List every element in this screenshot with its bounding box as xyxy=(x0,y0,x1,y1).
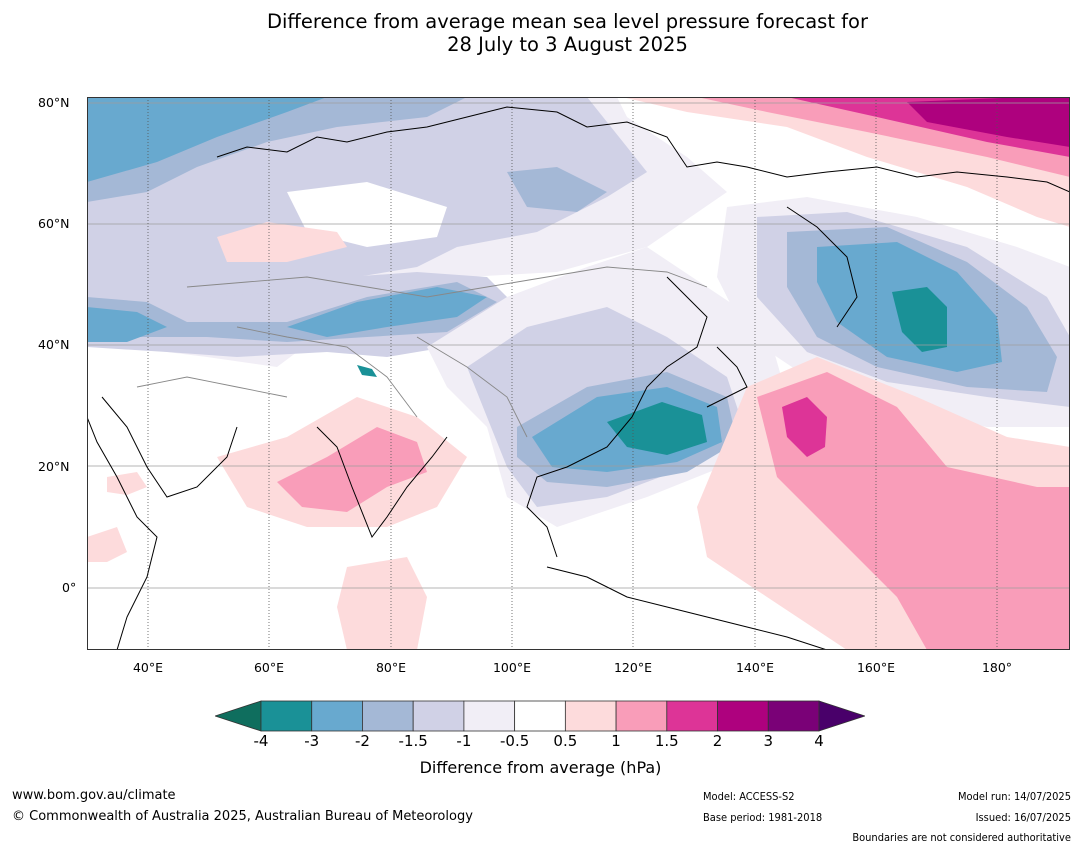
lon-label-120e: 120°E xyxy=(613,660,652,675)
lon-label-100e: 100°E xyxy=(492,660,531,675)
colorbar-extend-low xyxy=(213,700,262,732)
coast-japan xyxy=(706,346,748,408)
anomaly-pos-india-pink xyxy=(277,427,427,512)
footer-issued: Issued: 16/07/2025 xyxy=(975,811,1071,824)
colorbar-tick-label: 3 xyxy=(763,732,774,750)
anomaly-neg-west xyxy=(87,307,167,342)
colorbar-segment xyxy=(463,700,516,732)
anomaly-pos-arctic-core xyxy=(907,97,1070,147)
colorbar-segment xyxy=(666,700,718,732)
footer-base-period: Base period: 1981-2018 xyxy=(703,811,823,824)
colorbar-segment xyxy=(564,700,617,732)
lat-label-0: 0° xyxy=(62,580,77,595)
graticule xyxy=(87,102,1070,589)
coast-arctic xyxy=(216,106,1070,193)
anomaly-pos-africa-spot xyxy=(87,527,127,562)
anomaly-neg-arctic-core xyxy=(87,97,327,182)
pressure-anomaly-map xyxy=(87,97,1070,650)
colorbar-segment xyxy=(260,700,313,732)
lat-label-20n: 20°N xyxy=(38,459,70,474)
coast-kamchatka xyxy=(786,206,858,328)
colorbar-extend-high xyxy=(818,700,867,732)
map-canvas xyxy=(87,97,1070,650)
lat-label-40n: 40°N xyxy=(38,337,70,352)
colorbar-tick-label: 2 xyxy=(712,732,723,750)
colorbar-tick-label: -4 xyxy=(253,732,269,750)
colorbar-tick-label: -0.5 xyxy=(499,732,530,750)
title-line-2: 28 July to 3 August 2025 xyxy=(447,33,688,56)
colorbar-segment xyxy=(717,700,769,732)
country-borders xyxy=(136,266,708,438)
colorbar-tick-label: -3 xyxy=(304,732,320,750)
colorbar-segment xyxy=(311,700,363,732)
anomaly-neg-south-china-core xyxy=(607,402,707,455)
anomaly-neg-nw-pacific-center xyxy=(892,287,947,352)
title-line-1: Difference from average mean sea level p… xyxy=(267,10,868,33)
coastlines xyxy=(87,106,1070,650)
coast-east-asia xyxy=(526,276,708,558)
colorbar-tick-label: -1.5 xyxy=(398,732,428,750)
colorbar-tick-label: -1 xyxy=(456,732,472,750)
anomaly-neg-central-core2 xyxy=(287,287,487,337)
colorbar xyxy=(213,700,867,732)
colorbar-segment xyxy=(767,700,820,732)
footer-disclaimer: Boundaries are not considered authoritat… xyxy=(852,831,1071,844)
anomaly-pos-ocean-south xyxy=(337,557,427,650)
coast-africa xyxy=(87,416,158,650)
coast-india xyxy=(316,426,448,539)
anomaly-neg-siberia-patch xyxy=(507,167,607,212)
colorbar-segment xyxy=(615,700,668,732)
map-frame xyxy=(87,97,1070,650)
anomaly-pos-wpac-magenta xyxy=(782,397,827,457)
colorbar-tick-label: -2 xyxy=(354,732,370,750)
meridians xyxy=(147,97,998,650)
coast-maritime xyxy=(546,566,828,650)
footer-url[interactable]: www.bom.gov.au/climate xyxy=(12,788,176,803)
lon-label-160e: 160°E xyxy=(856,660,895,675)
coast-arabia xyxy=(101,396,238,498)
footer-copyright: © Commonwealth of Australia 2025, Austra… xyxy=(12,809,473,824)
colorbar-tick-label: 1 xyxy=(611,732,621,750)
colorbar-tick-label: 0.5 xyxy=(553,732,578,750)
lat-label-60n: 60°N xyxy=(38,216,70,231)
map-title: Difference from average mean sea level p… xyxy=(0,10,1081,56)
anomaly-pos-wpac-pink xyxy=(757,372,1070,650)
footer-model-run: Model run: 14/07/2025 xyxy=(958,790,1071,803)
lon-label-140e: 140°E xyxy=(735,660,774,675)
anomaly-neg-tibet-spot xyxy=(357,365,377,377)
colorbar-tick-label: 4 xyxy=(814,732,824,750)
colorbar-graphic xyxy=(213,700,867,732)
lat-label-80n: 80°N xyxy=(38,95,70,110)
colorbar-tick-label: 1.5 xyxy=(654,732,679,750)
colorbar-segment xyxy=(362,700,414,732)
footer-model: Model: ACCESS-S2 xyxy=(703,790,795,803)
lon-label-80e: 80°E xyxy=(375,660,407,675)
colorbar-segment xyxy=(514,700,566,732)
colorbar-title: Difference from average (hPa) xyxy=(419,758,662,777)
colorbar-segment xyxy=(412,700,465,732)
anomaly-pos-siberia xyxy=(217,222,347,262)
lon-label-40e: 40°E xyxy=(132,660,164,675)
lon-label-60e: 60°E xyxy=(253,660,285,675)
lon-label-180: 180° xyxy=(981,660,1013,675)
